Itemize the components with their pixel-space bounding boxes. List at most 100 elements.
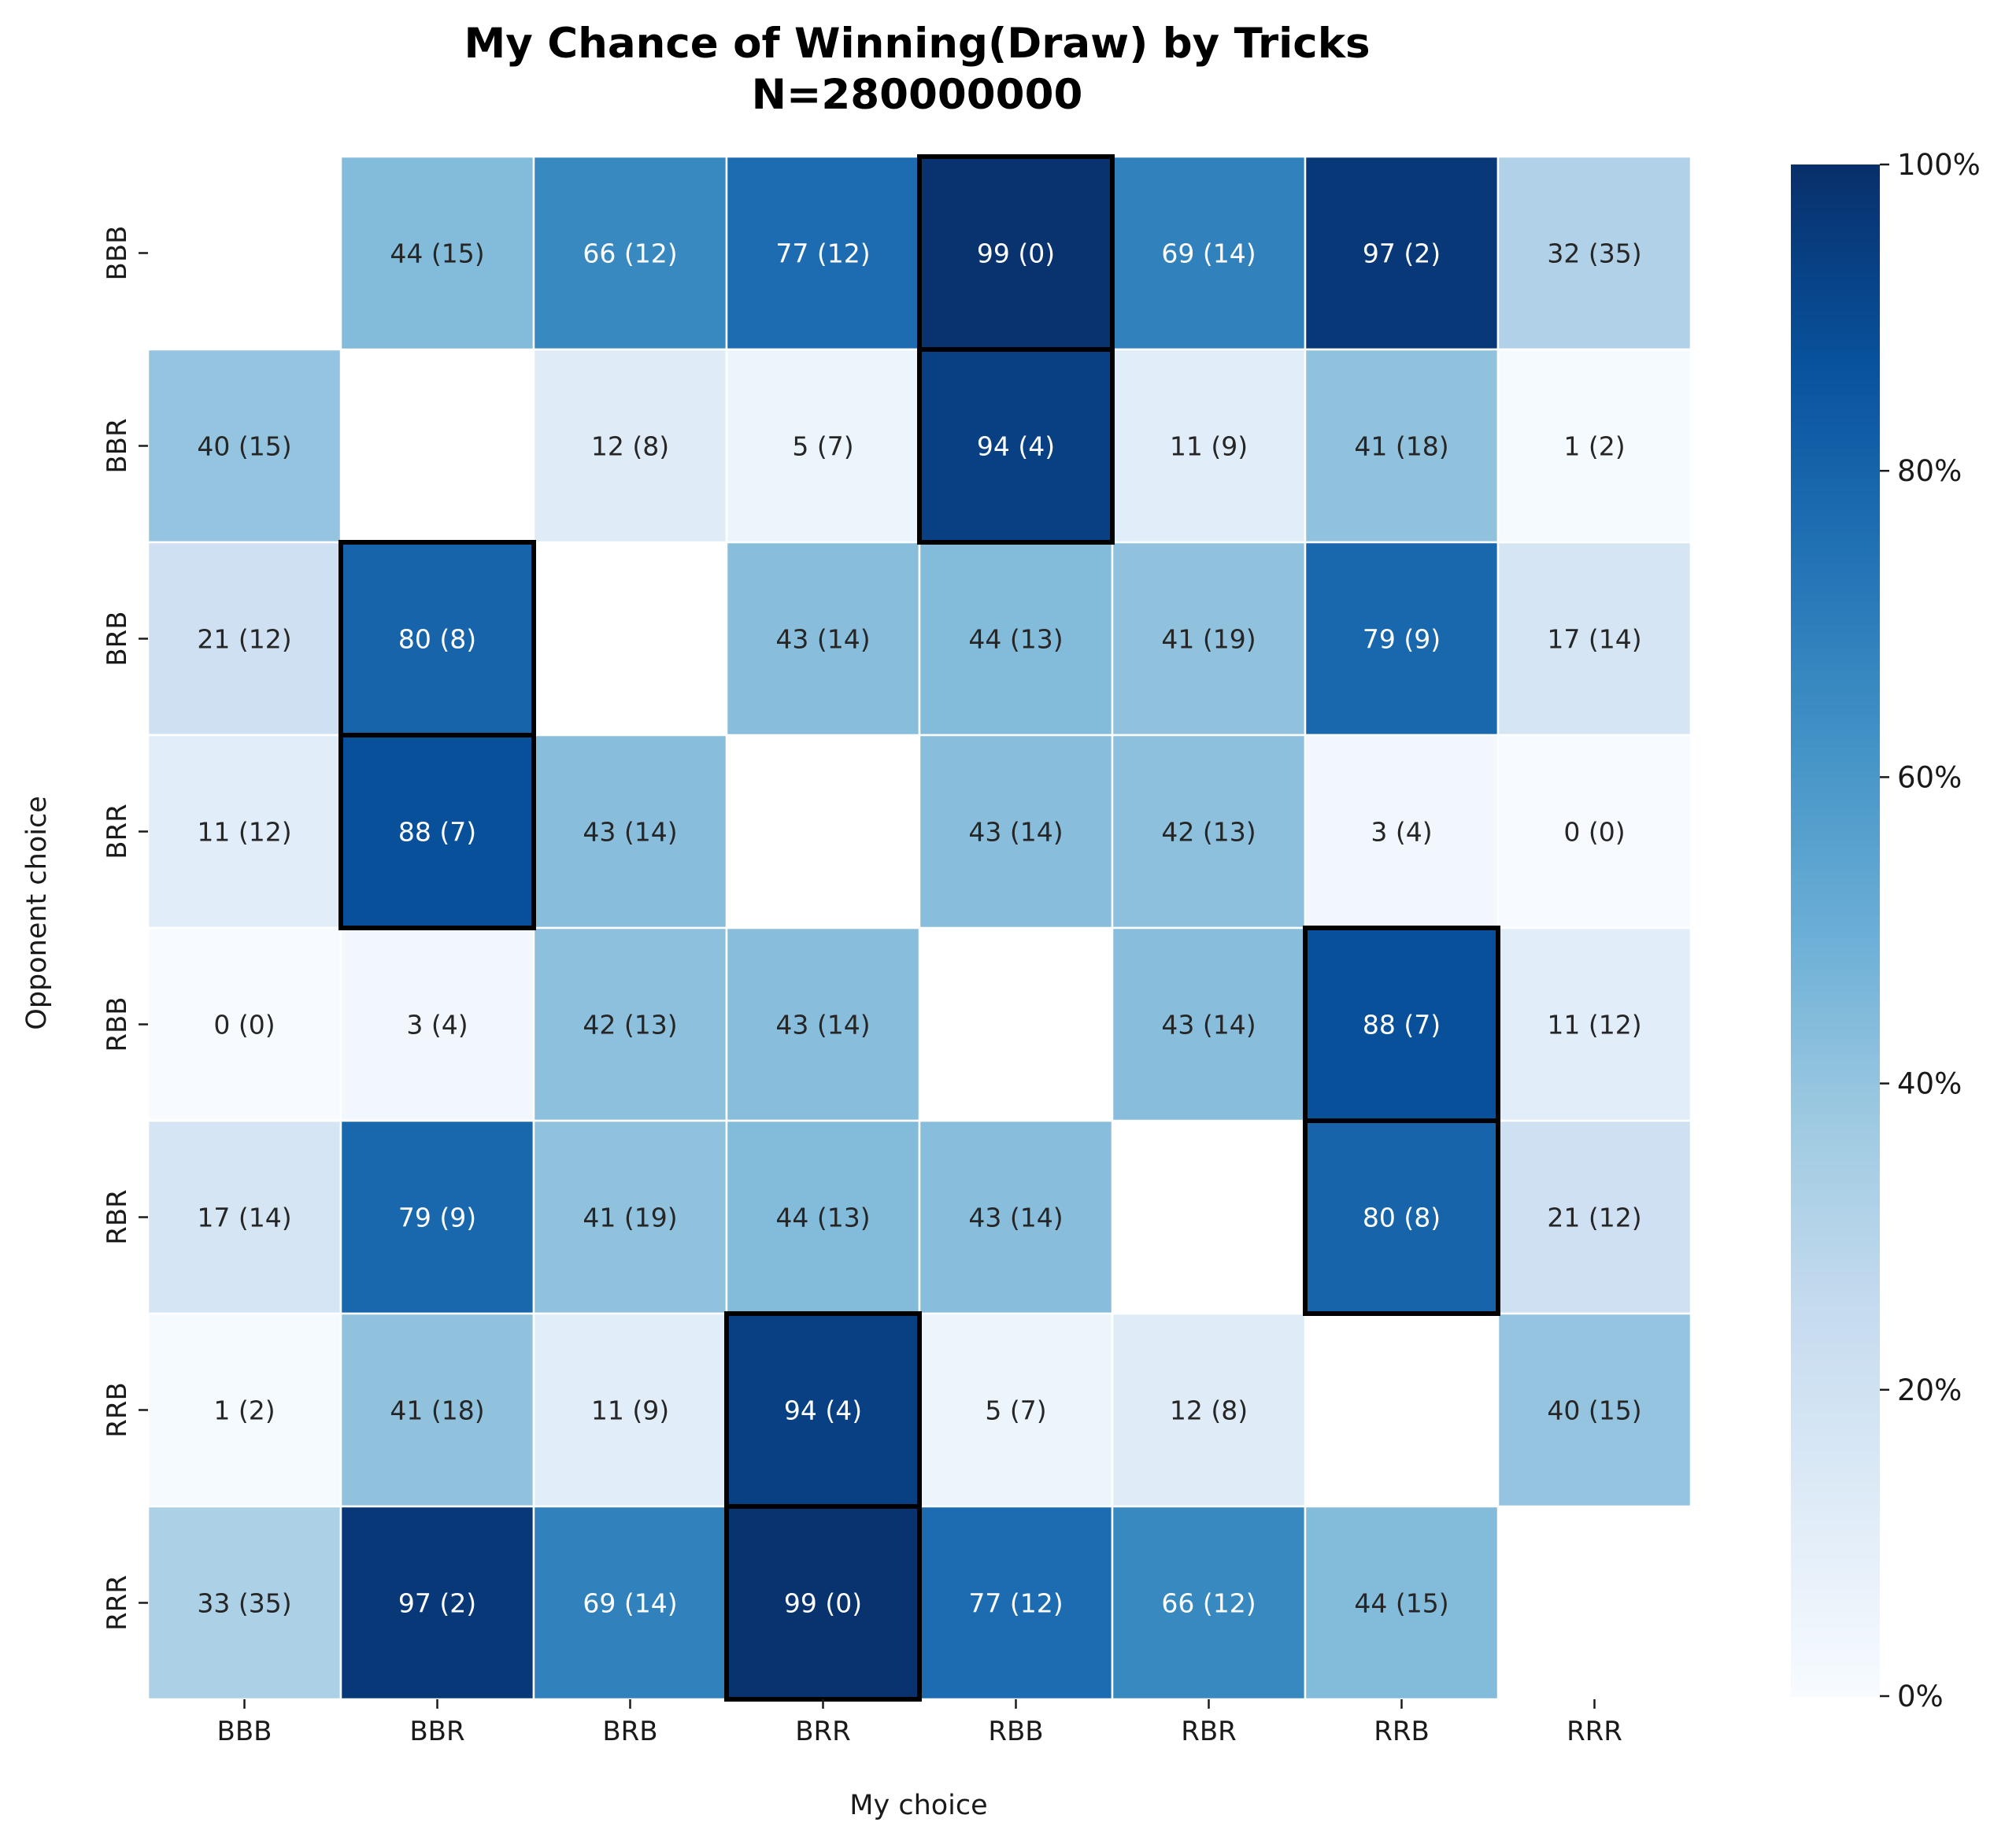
colorbar-segment xyxy=(1791,1229,1880,1238)
colorbar-segment xyxy=(1791,693,1880,702)
colorbar-segment xyxy=(1791,555,1880,564)
cell-value-label: 77 (12) xyxy=(775,238,870,269)
colorbar-segment xyxy=(1791,539,1880,549)
colorbar-segment xyxy=(1791,394,1880,403)
y-tick-label: BBB xyxy=(102,226,133,281)
colorbar-segment xyxy=(1791,440,1880,449)
colorbar-segment xyxy=(1791,562,1880,571)
cell-value-label: 80 (8) xyxy=(398,624,476,655)
cell-value-label: 11 (12) xyxy=(197,817,291,848)
heatmap-cell xyxy=(1496,541,1692,737)
colorbar-segment xyxy=(1791,302,1880,311)
cell-value-label: 43 (14) xyxy=(1161,1010,1256,1040)
colorbar-segment xyxy=(1791,448,1880,456)
colorbar-segment xyxy=(1791,761,1880,771)
colorbar-segment xyxy=(1791,1282,1880,1292)
colorbar-segment xyxy=(1791,249,1880,257)
cell-value-label: 21 (12) xyxy=(197,624,291,655)
colorbar-tick-label: 80% xyxy=(1897,454,1962,488)
colorbar-segment xyxy=(1791,578,1880,587)
cell-value-label: 88 (7) xyxy=(398,817,476,848)
heatmap-cell xyxy=(725,541,921,737)
colorbar-segment xyxy=(1791,1382,1880,1391)
heatmap-cell xyxy=(146,348,342,544)
cell-value-label: 88 (7) xyxy=(1363,1010,1441,1040)
cell-value-label: 0 (0) xyxy=(213,1010,275,1040)
colorbar-segment xyxy=(1791,1274,1880,1284)
colorbar-segment xyxy=(1791,1290,1880,1299)
colorbar-segment xyxy=(1791,1466,1880,1475)
cell-value-label: 5 (7) xyxy=(792,431,853,462)
colorbar-segment xyxy=(1791,861,1880,870)
cell-value-label: 0 (0) xyxy=(1563,817,1625,848)
cell-value-label: 43 (14) xyxy=(775,1010,870,1040)
colorbar-segment xyxy=(1791,1083,1880,1092)
colorbar-segment xyxy=(1791,968,1880,978)
x-tick-label: RRB xyxy=(1374,1716,1430,1747)
x-tick-label: RBR xyxy=(1181,1716,1237,1747)
colorbar-segment xyxy=(1791,340,1880,349)
colorbar-segment xyxy=(1791,493,1880,503)
colorbar-segment xyxy=(1791,1473,1880,1483)
colorbar-segment xyxy=(1791,785,1880,793)
colorbar-segment xyxy=(1791,1106,1880,1115)
heatmap-cell xyxy=(339,541,535,737)
colorbar-segment xyxy=(1791,1044,1880,1054)
colorbar-segment xyxy=(1791,1650,1880,1659)
colorbar-segment xyxy=(1791,999,1880,1008)
colorbar-segment xyxy=(1791,1259,1880,1269)
cell-value-label: 11 (9) xyxy=(1170,431,1248,462)
colorbar-segment xyxy=(1791,1305,1880,1314)
heatmap-cell xyxy=(1304,734,1500,930)
heatmap-cell xyxy=(532,1312,728,1508)
colorbar-segment xyxy=(1791,822,1880,832)
colorbar-segment xyxy=(1791,1190,1880,1199)
colorbar-segment xyxy=(1791,1267,1880,1276)
colorbar-segment xyxy=(1791,1251,1880,1261)
highlight-box xyxy=(917,347,1115,545)
colorbar-tick-label: 20% xyxy=(1897,1373,1962,1407)
colorbar-segment xyxy=(1791,463,1880,472)
colorbar-segment xyxy=(1791,907,1880,916)
colorbar-segment xyxy=(1791,976,1880,985)
chart-subtitle: N=280000000 xyxy=(752,71,1083,119)
cell-value-label: 94 (4) xyxy=(977,431,1055,462)
colorbar-segment xyxy=(1791,1358,1880,1368)
cell-value-label: 43 (14) xyxy=(775,624,870,655)
colorbar-segment xyxy=(1791,1175,1880,1185)
colorbar-segment xyxy=(1791,1497,1880,1506)
colorbar-segment xyxy=(1791,777,1880,786)
colorbar-segment xyxy=(1791,601,1880,610)
colorbar-segment xyxy=(1791,325,1880,334)
colorbar-segment xyxy=(1791,455,1880,464)
colorbar-segment xyxy=(1791,708,1880,717)
colorbar-segment xyxy=(1791,1581,1880,1590)
colorbar-segment xyxy=(1791,379,1880,388)
colorbar-segment xyxy=(1791,1565,1880,1575)
highlight-boxes xyxy=(338,154,1500,1702)
y-axis-label: Opponent choice xyxy=(21,796,53,1029)
heatmap-cell xyxy=(1304,348,1500,544)
heatmap-cell xyxy=(725,1505,921,1701)
cell-value-label: 66 (12) xyxy=(1161,1588,1256,1619)
colorbar-segment xyxy=(1791,279,1880,288)
cell-value-label: 41 (18) xyxy=(1354,431,1448,462)
colorbar-segment xyxy=(1791,424,1880,434)
colorbar-segment xyxy=(1791,1029,1880,1039)
colorbar-segment xyxy=(1791,1321,1880,1329)
colorbar-segment xyxy=(1791,900,1880,908)
heatmap-cell xyxy=(1496,926,1692,1122)
colorbar-segment xyxy=(1791,1007,1880,1016)
colorbar-segment xyxy=(1791,631,1880,641)
cell-value-label: 1 (2) xyxy=(1563,431,1625,462)
colorbar-segment xyxy=(1791,516,1880,526)
colorbar-segment xyxy=(1791,478,1880,487)
colorbar-segment xyxy=(1791,386,1880,395)
heatmap-cell xyxy=(725,1119,921,1315)
colorbar-segment xyxy=(1791,486,1880,495)
colorbar-segment xyxy=(1791,1611,1880,1621)
colorbar-segment xyxy=(1791,922,1880,931)
x-tick-label: RBB xyxy=(988,1716,1043,1747)
colorbar-segment xyxy=(1791,646,1880,656)
